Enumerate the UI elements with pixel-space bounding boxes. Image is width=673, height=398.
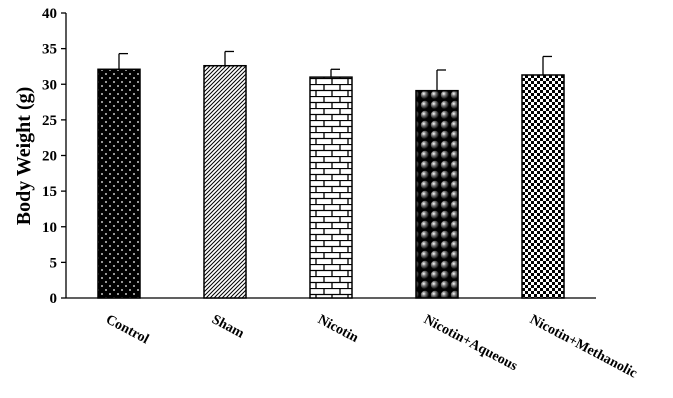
y-ticks: 0 5 10 15 20 25 30 35 40 bbox=[42, 6, 66, 307]
y-tick-label: 20 bbox=[42, 149, 57, 165]
y-tick-label: 15 bbox=[42, 184, 57, 200]
x-tick-labels: Control Sham Nicotin Nicotin+Aqueous Nicotin… bbox=[103, 312, 639, 381]
bars bbox=[97, 64, 565, 299]
y-tick-label: 30 bbox=[42, 77, 57, 93]
y-tick-label: 10 bbox=[42, 220, 57, 236]
bar-nicotin-methanolic bbox=[521, 74, 565, 299]
y-tick-label: 0 bbox=[50, 291, 58, 307]
bar-nicotin-aqueous bbox=[415, 89, 459, 299]
x-tick-label: Nicotin+Methanolic bbox=[527, 312, 639, 381]
y-tick-label: 35 bbox=[42, 42, 57, 58]
bar-control bbox=[97, 68, 141, 299]
x-tick-label: Nicotin+Aqueous bbox=[421, 312, 520, 374]
y-tick-label: 25 bbox=[42, 113, 57, 129]
y-tick-label: 5 bbox=[50, 255, 58, 271]
x-tick-label: Nicotin bbox=[315, 312, 361, 346]
bar-sham bbox=[203, 64, 247, 299]
error-bars bbox=[118, 50, 552, 91]
x-tick-label: Sham bbox=[209, 312, 247, 341]
bar-nicotin bbox=[309, 76, 353, 299]
x-tick-label: Control bbox=[103, 312, 151, 347]
y-axis-title: Body Weight (g) bbox=[13, 87, 35, 226]
y-tick-label: 40 bbox=[42, 6, 57, 22]
